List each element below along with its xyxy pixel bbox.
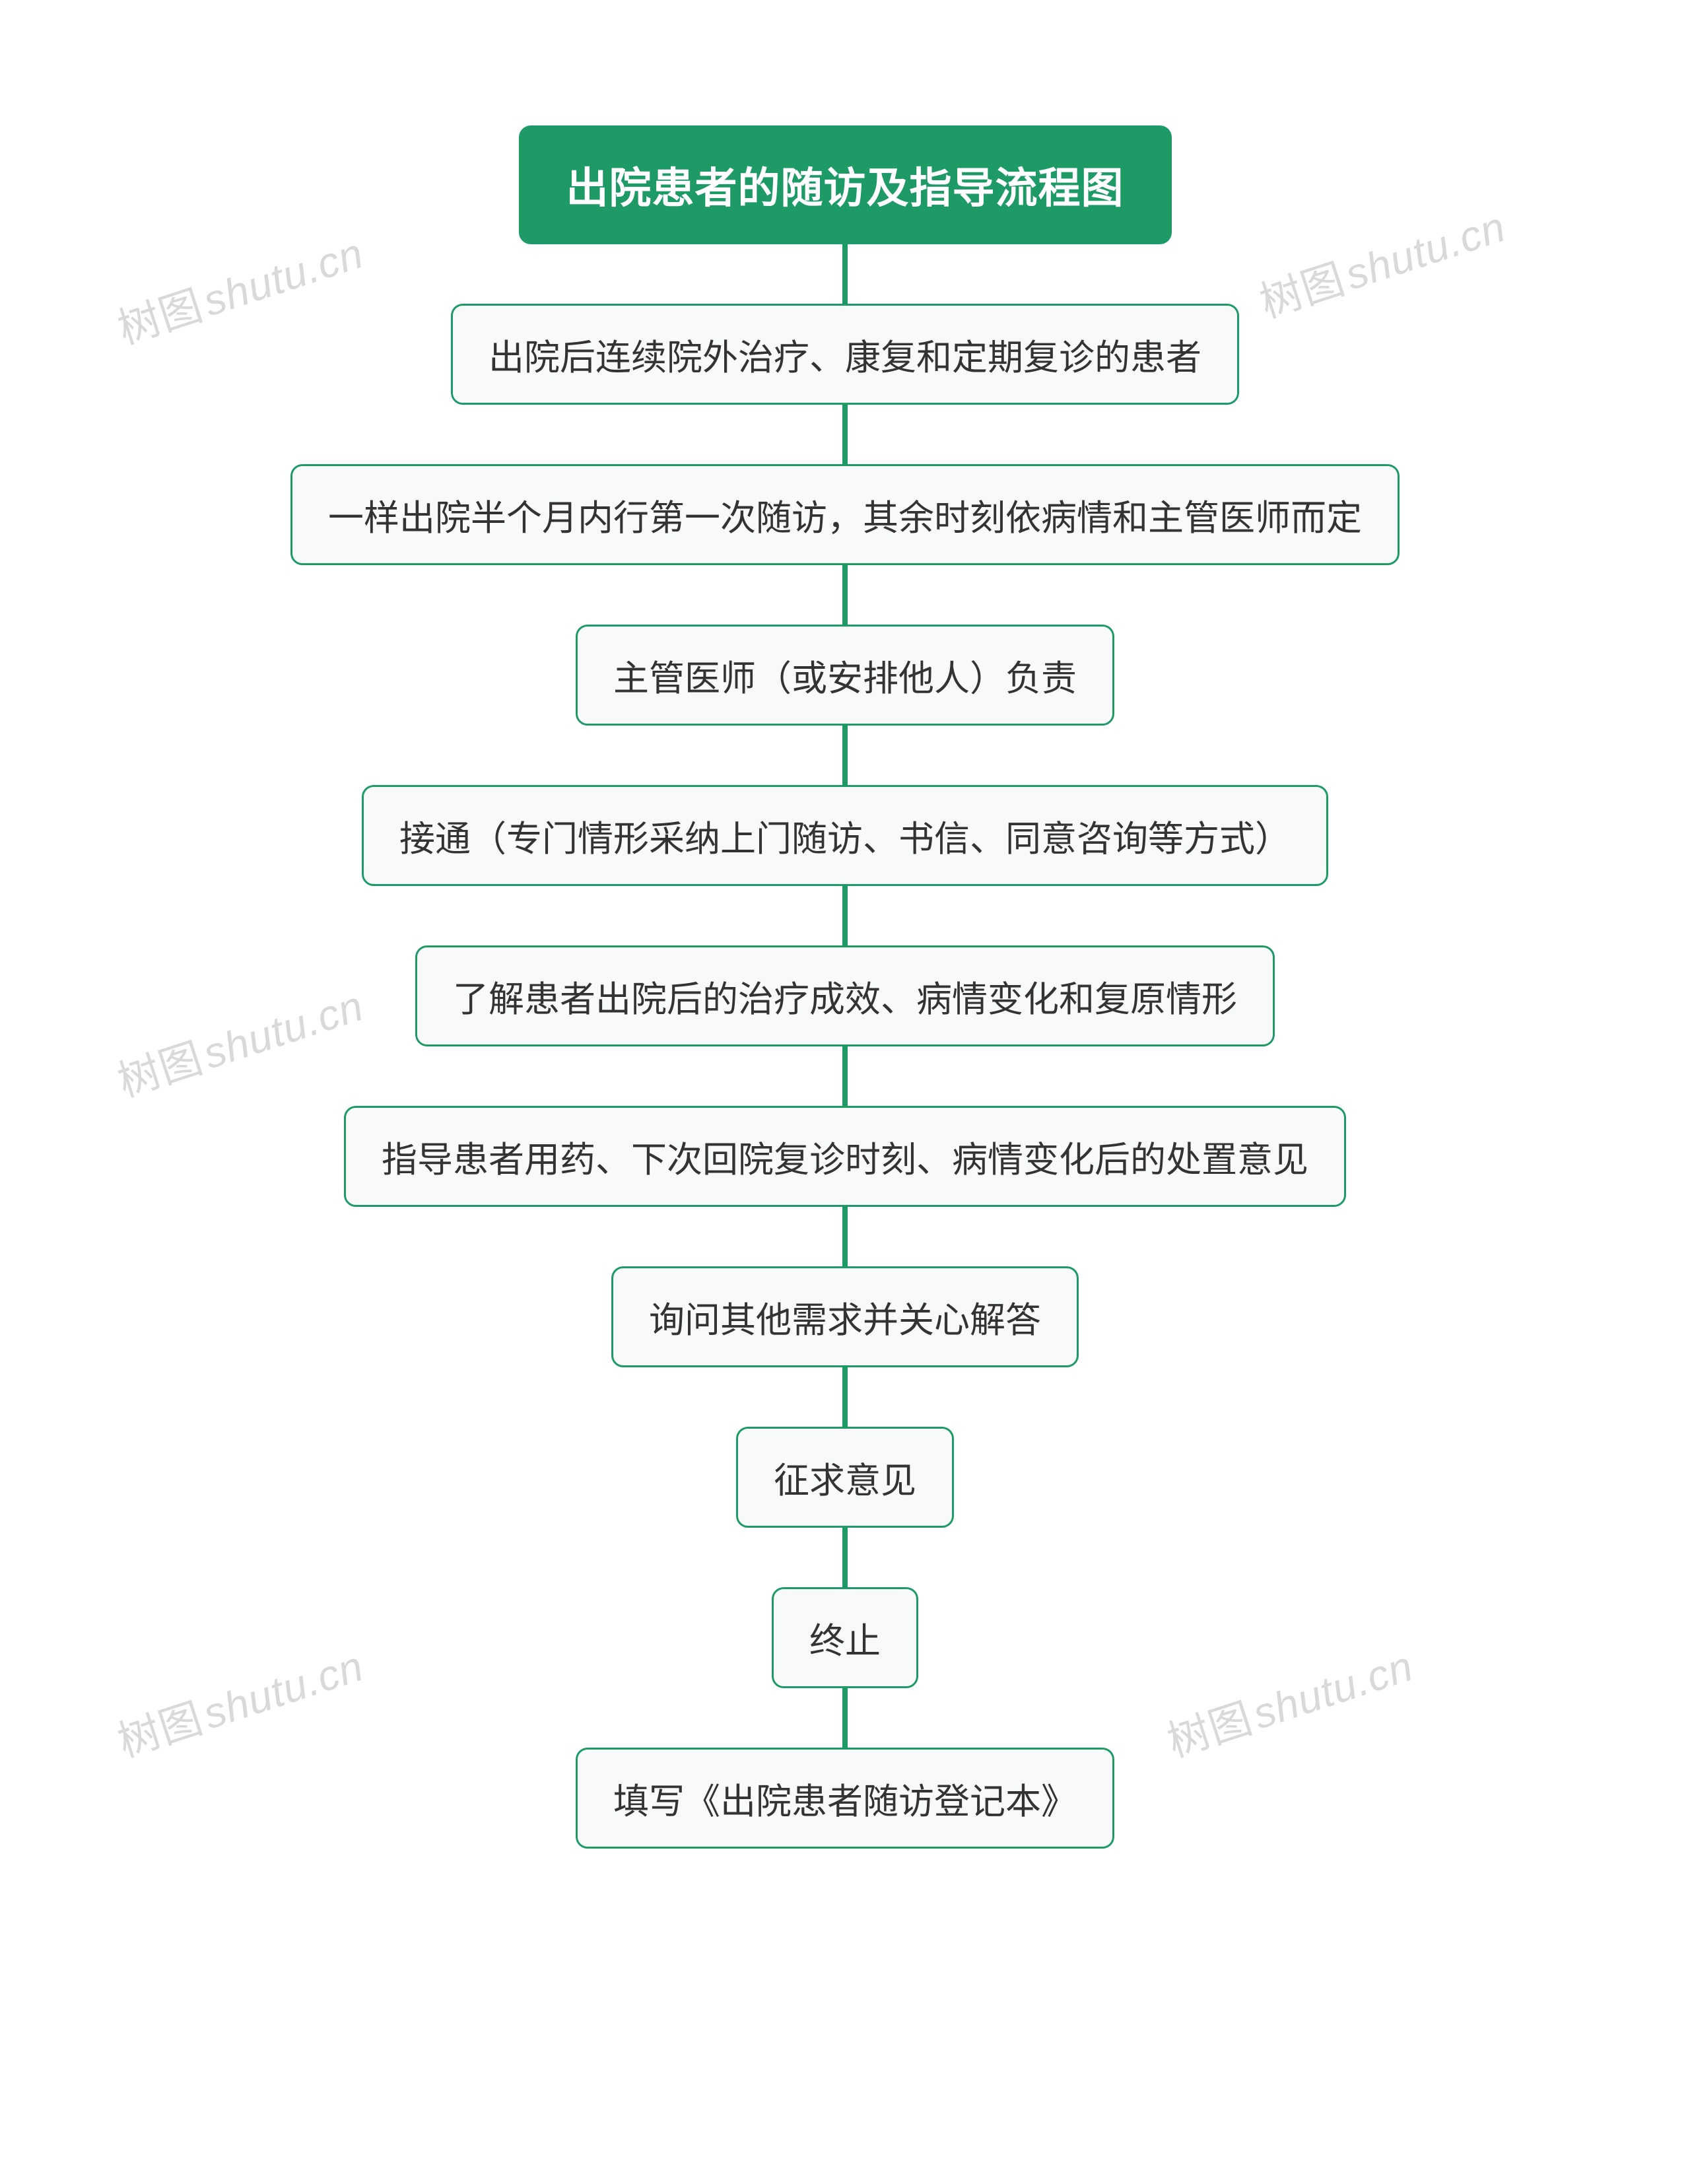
flow-connector xyxy=(842,1046,848,1106)
flow-connector xyxy=(842,1688,848,1748)
flow-connector xyxy=(842,886,848,945)
flow-step: 主管医师（或安排他人）负责 xyxy=(576,625,1114,726)
flow-step: 终止 xyxy=(772,1587,918,1688)
flow-step: 征求意见 xyxy=(736,1427,954,1528)
flow-step: 了解患者出院后的治疗成效、病情变化和复原情形 xyxy=(415,945,1275,1046)
flow-connector xyxy=(842,405,848,464)
flow-step: 一样出院半个月内行第一次随访，其余时刻依病情和主管医师而定 xyxy=(290,464,1400,565)
flow-step: 出院后连续院外治疗、康复和定期复诊的患者 xyxy=(451,304,1239,405)
flow-step: 指导患者用药、下次回院复诊时刻、病情变化后的处置意见 xyxy=(344,1106,1346,1207)
flow-connector xyxy=(842,1528,848,1587)
flow-connector xyxy=(842,1207,848,1266)
flow-step: 填写《出院患者随访登记本》 xyxy=(576,1748,1114,1849)
flow-connector xyxy=(842,565,848,625)
flow-connector xyxy=(842,1367,848,1427)
flow-step: 询问其他需求并关心解答 xyxy=(611,1266,1079,1367)
flow-connector xyxy=(842,726,848,785)
flow-connector xyxy=(842,244,848,304)
flow-title: 出院患者的随访及指导流程图 xyxy=(519,125,1172,244)
flowchart-container: 出院患者的随访及指导流程图 出院后连续院外治疗、康复和定期复诊的患者一样出院半个… xyxy=(290,125,1400,1849)
flow-step: 接通（专门情形采纳上门随访、书信、同意咨询等方式） xyxy=(362,785,1328,886)
